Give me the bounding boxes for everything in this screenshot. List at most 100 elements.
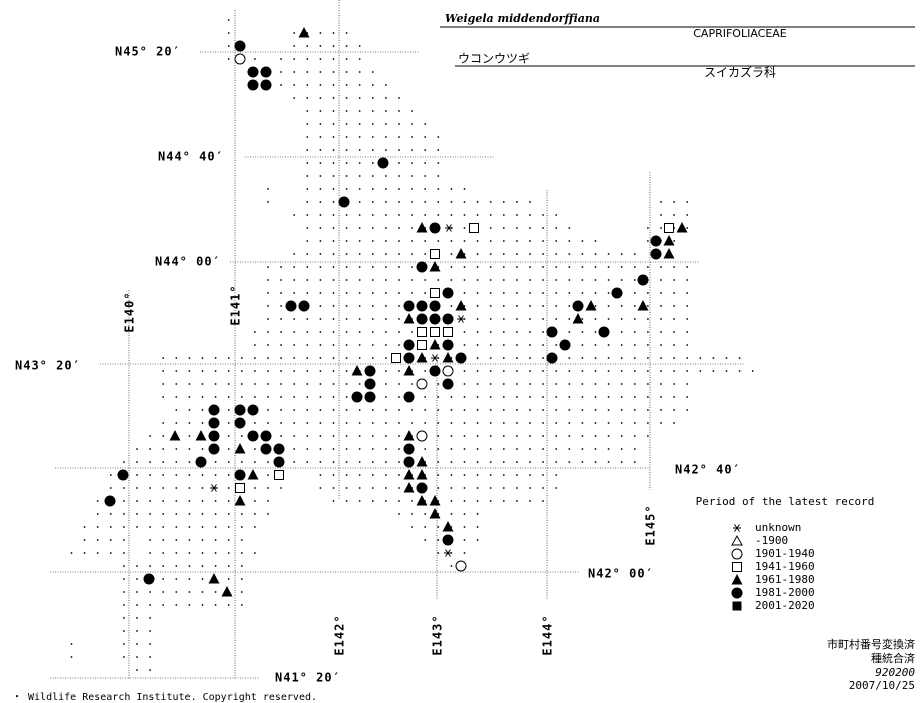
record-symbol <box>403 300 415 312</box>
legend-symbol <box>733 524 741 532</box>
grid-dot <box>267 357 269 359</box>
grid-dot <box>660 357 662 359</box>
grid-dot <box>673 357 675 359</box>
grid-dot <box>319 396 322 398</box>
grid-dot <box>489 383 492 385</box>
grid-dot <box>227 435 230 437</box>
grid-dot <box>555 227 558 229</box>
grid-dot <box>96 513 99 515</box>
grid-dot <box>358 305 361 307</box>
grid-dot <box>371 331 374 333</box>
grid-dot <box>306 409 309 411</box>
grid-dot <box>358 149 361 151</box>
grid-dot <box>450 240 453 242</box>
grid-dot <box>516 370 518 372</box>
grid-dot <box>555 253 558 255</box>
grid-dot <box>371 357 374 359</box>
grid-dot <box>542 292 544 294</box>
grid-dot <box>660 370 662 372</box>
grid-dot <box>240 565 243 567</box>
grid-dot <box>411 123 413 125</box>
grid-dot <box>371 162 374 164</box>
grid-dot <box>660 331 662 333</box>
grid-dot <box>123 617 125 619</box>
grid-dot <box>293 71 296 73</box>
grid-dot <box>254 552 256 554</box>
grid-dot <box>673 409 675 411</box>
grid-dot <box>267 422 269 424</box>
grid-dot <box>476 292 479 294</box>
grid-dot <box>516 344 518 346</box>
record-symbol <box>585 300 597 311</box>
grid-dot <box>699 370 702 372</box>
grid-dot <box>516 201 518 203</box>
grid-dot <box>502 253 505 255</box>
grid-dot <box>516 331 518 333</box>
record-symbol <box>247 79 259 91</box>
grid-dot <box>345 84 348 86</box>
grid-dot <box>594 344 597 346</box>
grid-dot <box>450 305 453 307</box>
grid-dot <box>411 188 413 190</box>
grid-dot <box>162 591 165 593</box>
record-symbol <box>208 404 220 416</box>
grid-dot <box>398 136 400 138</box>
grid-dot <box>214 539 217 541</box>
grid-dot <box>136 565 138 567</box>
grid-dot <box>398 292 400 294</box>
grid-dot <box>345 253 348 255</box>
grid-dot <box>358 175 361 177</box>
grid-dot <box>620 461 623 463</box>
record-symbol <box>364 391 376 403</box>
grid-dot <box>529 201 531 203</box>
grid-dot <box>175 591 178 593</box>
grid-dot <box>385 97 387 99</box>
grid-dot <box>463 188 466 190</box>
grid-dot <box>607 292 610 294</box>
grid-dot <box>555 422 558 424</box>
grid-dot <box>96 526 99 528</box>
record-symbol <box>430 327 440 337</box>
grid-dot <box>371 253 374 255</box>
grid-dot <box>542 240 544 242</box>
grid-dot <box>332 370 335 372</box>
grid-dot <box>227 604 230 606</box>
grid-dot <box>358 383 361 385</box>
grid-dot <box>450 396 453 398</box>
latitude-label: N44° 40′ <box>158 150 224 164</box>
grid-dot <box>332 357 335 359</box>
grid-dot <box>332 474 335 476</box>
grid-dot <box>660 292 662 294</box>
grid-dot <box>358 500 361 502</box>
grid-dot <box>516 474 518 476</box>
grid-dot <box>450 513 453 515</box>
grid-dot <box>594 409 597 411</box>
grid-dot <box>660 409 662 411</box>
grid-dot <box>699 357 702 359</box>
grid-dot <box>385 292 387 294</box>
grid-dot <box>411 513 413 515</box>
grid-dot <box>620 305 623 307</box>
grid-dot <box>647 396 649 398</box>
grid-dot <box>529 344 531 346</box>
record-symbol <box>455 248 467 259</box>
grid-dot <box>306 435 309 437</box>
grid-dot <box>424 188 427 190</box>
grid-dot <box>476 344 479 346</box>
grid-dot <box>280 331 282 333</box>
grid-dot <box>502 487 505 489</box>
record-symbol <box>598 326 610 338</box>
grid-dot <box>293 318 296 320</box>
grid-dot <box>358 84 361 86</box>
grid-dot <box>319 214 322 216</box>
grid-dot <box>489 422 492 424</box>
grid-dot <box>371 110 374 112</box>
grid-dot <box>319 370 322 372</box>
grid-dot <box>109 487 112 489</box>
grid-dot <box>306 331 309 333</box>
record-symbol <box>637 274 649 286</box>
grid-dot <box>489 214 492 216</box>
grid-dot <box>254 526 256 528</box>
grid-dot <box>358 110 361 112</box>
grid-dot <box>647 344 649 346</box>
